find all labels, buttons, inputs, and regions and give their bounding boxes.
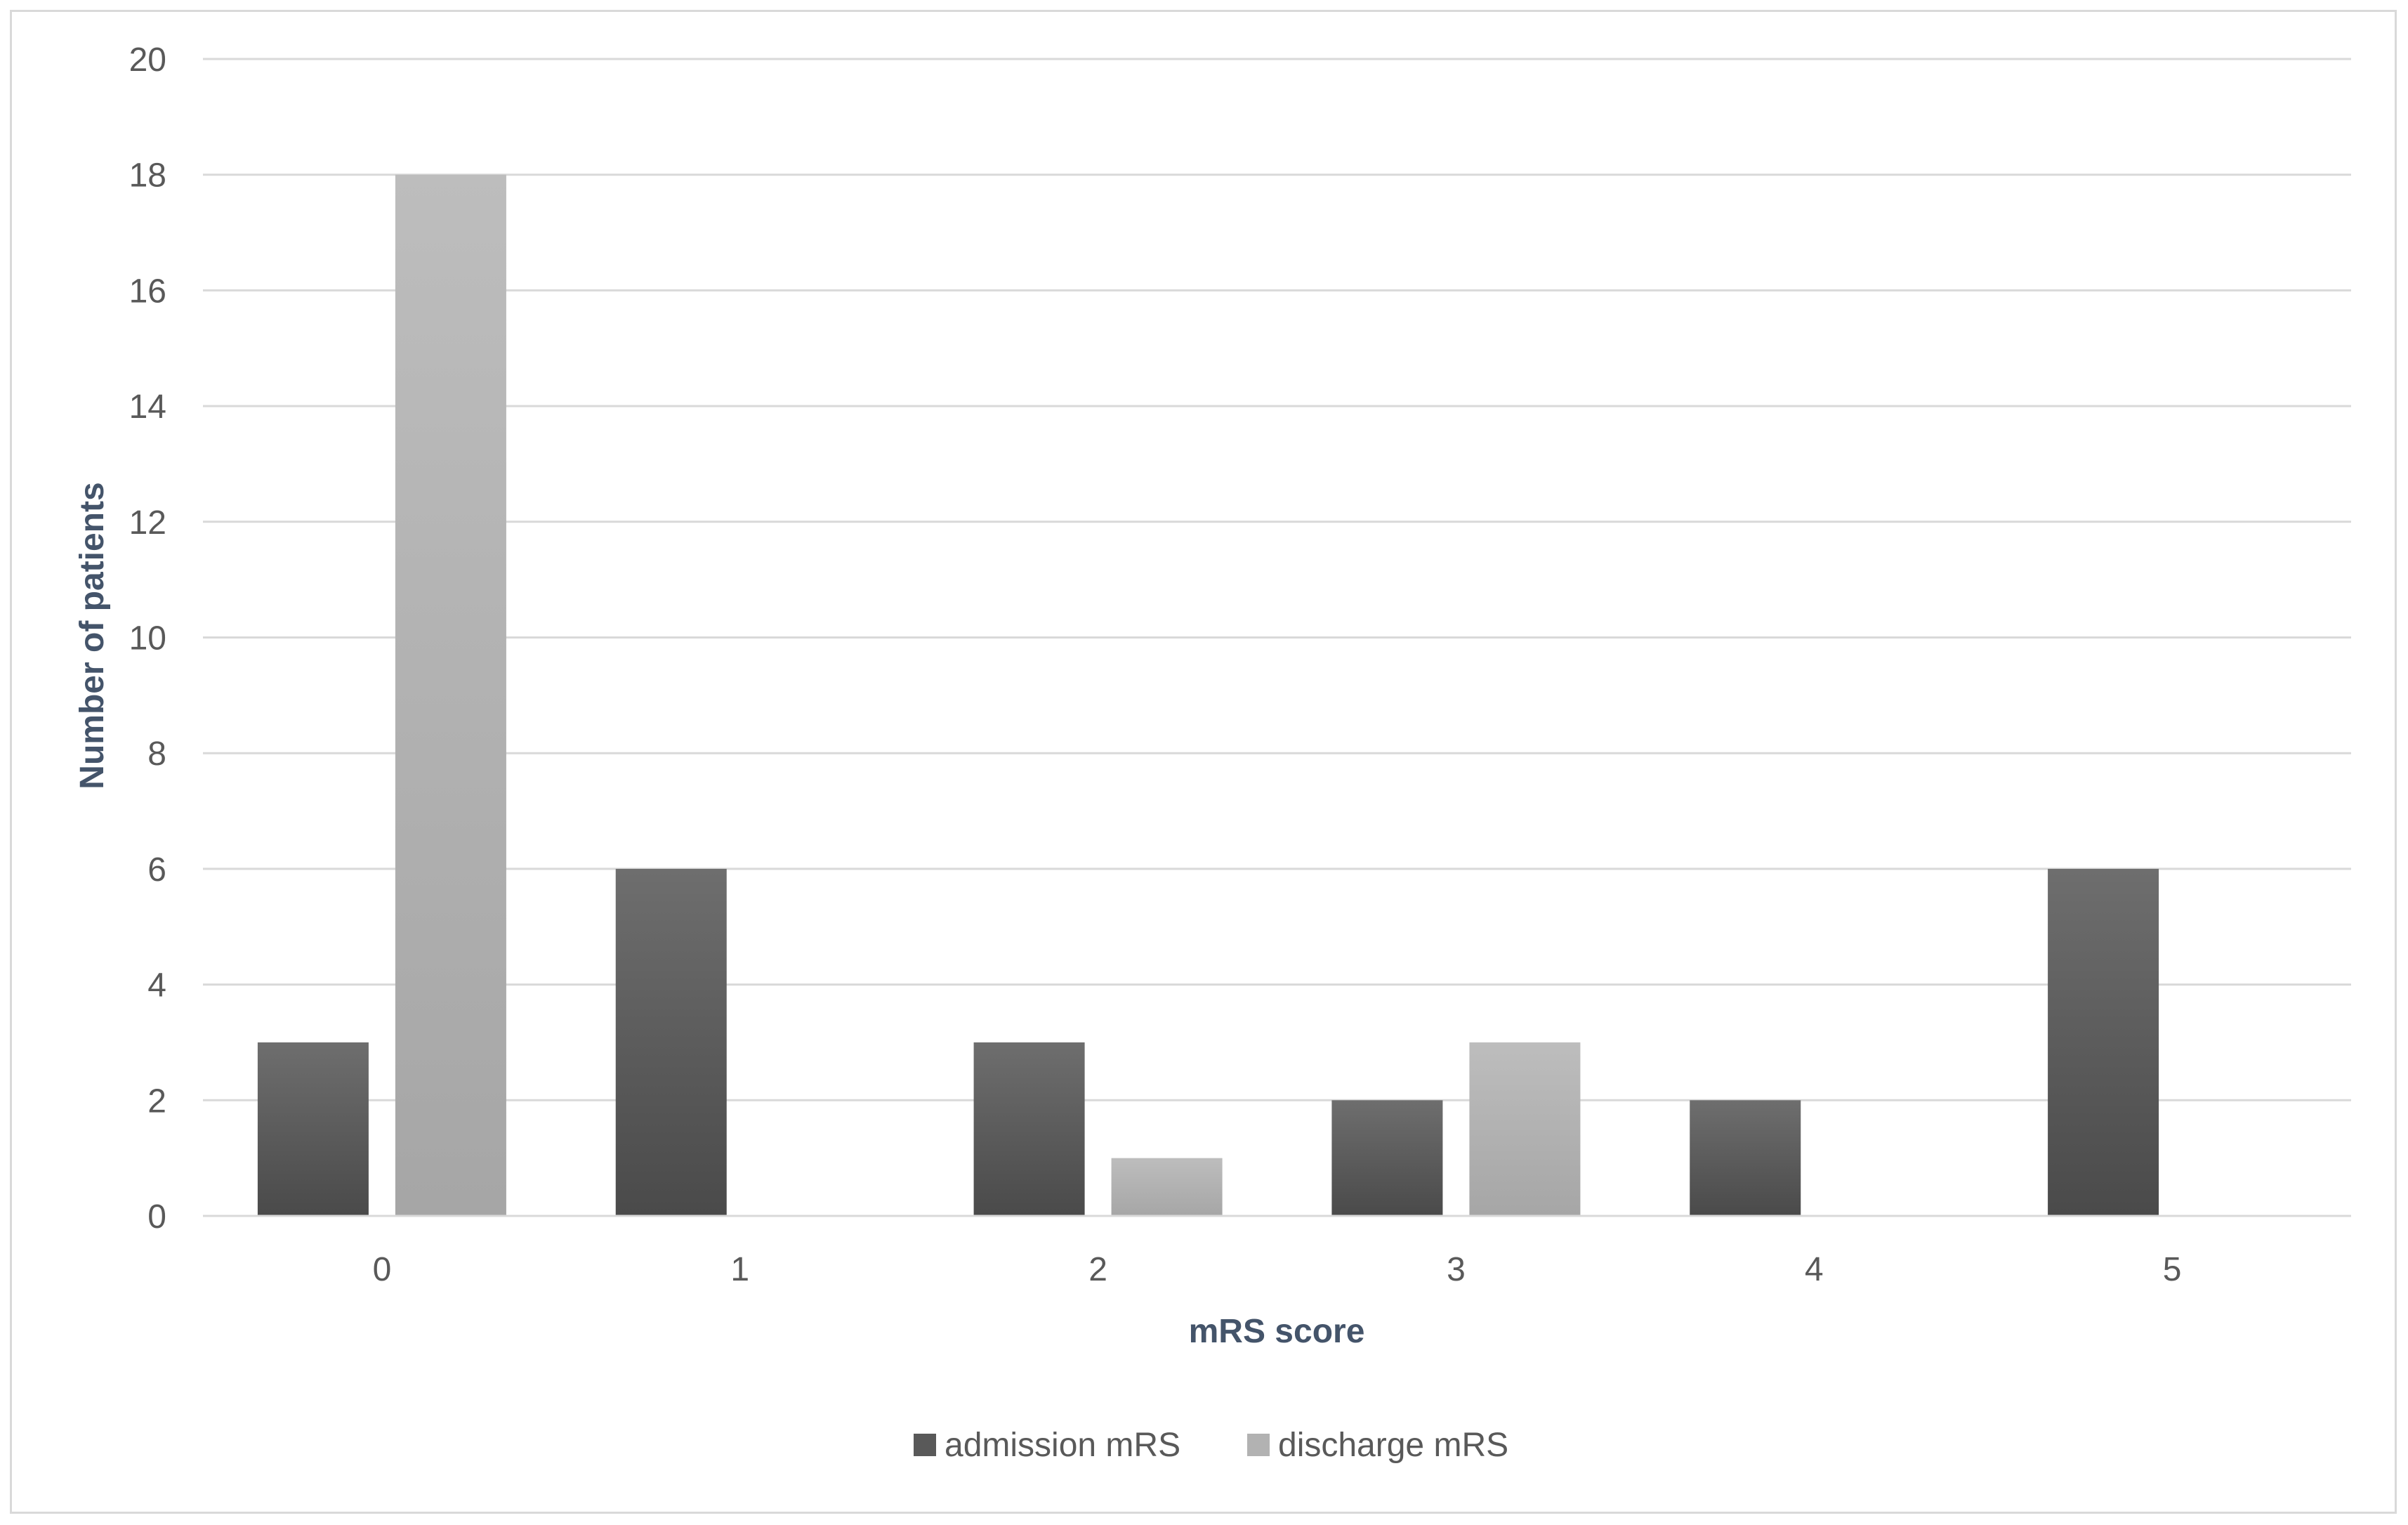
legend: admission mRS discharge mRS: [914, 1427, 1508, 1464]
y-tick-label: 16: [129, 273, 166, 310]
y-tick-label: 14: [129, 388, 166, 426]
bar-admission-3: [1331, 1100, 1443, 1216]
gridlines: [203, 58, 2351, 1101]
x-tick-label: 5: [2163, 1251, 2182, 1288]
bar-admission-1: [615, 868, 727, 1216]
bar-admission-4: [1690, 1100, 1801, 1216]
legend-swatch-admission: [914, 1434, 936, 1456]
bars: [257, 174, 2159, 1217]
y-tick-label: 12: [129, 504, 166, 542]
y-tick-label: 4: [147, 967, 166, 1004]
y-axis-title: Number of patients: [74, 482, 111, 789]
bar-admission-0: [257, 1042, 369, 1216]
legend-swatch-discharge: [1247, 1434, 1270, 1456]
y-tick-label: 0: [147, 1198, 166, 1236]
legend-label-discharge: discharge mRS: [1278, 1427, 1508, 1464]
y-tick-label: 2: [147, 1082, 166, 1120]
bar-admission-5: [2048, 868, 2159, 1216]
bar-discharge-2: [1111, 1158, 1223, 1216]
x-tick-label: 1: [730, 1251, 749, 1288]
x-tick-label: 4: [1805, 1251, 1824, 1288]
x-axis-tick-labels: 0 1 2 3 4 5: [373, 1251, 2182, 1288]
x-tick-label: 3: [1447, 1251, 1466, 1288]
bar-discharge-3: [1469, 1042, 1581, 1216]
y-tick-label: 10: [129, 620, 166, 657]
legend-label-admission: admission mRS: [945, 1427, 1180, 1464]
x-tick-label: 0: [373, 1251, 392, 1288]
y-tick-label: 6: [147, 851, 166, 889]
bar-discharge-0: [395, 174, 506, 1217]
y-tick-label: 18: [129, 157, 166, 195]
y-axis-tick-labels: 0 2 4 6 8 10 12 14 16 18 20: [129, 41, 166, 1236]
x-tick-label: 2: [1088, 1251, 1107, 1288]
y-tick-label: 20: [129, 41, 166, 79]
bar-admission-2: [973, 1042, 1085, 1216]
y-tick-label: 8: [147, 735, 166, 773]
x-axis-title: mRS score: [1189, 1313, 1365, 1350]
